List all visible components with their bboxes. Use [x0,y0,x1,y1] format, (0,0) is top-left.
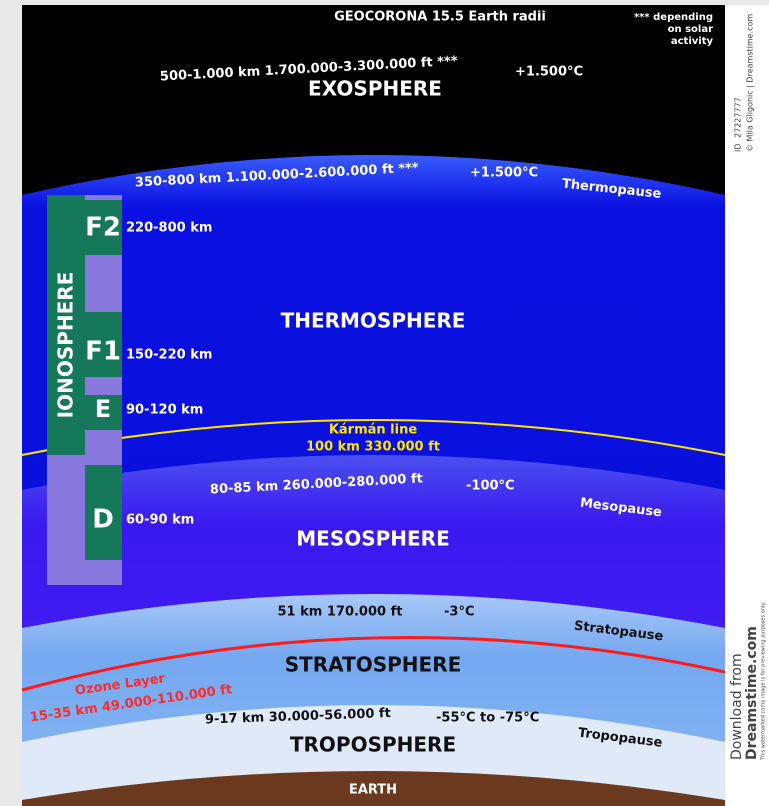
id: 27227777 [734,97,743,138]
earth-name: EARTH [349,783,397,798]
notice: This watermarked comp image is for previ… [761,601,767,761]
region-name: D [92,505,114,535]
thermopause-temp: +1.500°C [470,166,538,181]
credit: © Mila Gligonic | Dreamstime.com [746,14,755,152]
mesosphere-name: MESOSPHERE [296,527,450,551]
tropopause-temp: -55°C to -75°C [436,711,539,726]
region-range: 220-800 km [126,221,212,236]
title: GEOCORONA 15.5 Earth radii [334,10,546,25]
note: on solar [668,24,713,35]
thermosphere-name: THERMOSPHERE [281,309,466,333]
troposphere-name: TROPOSPHERE [290,733,456,757]
karman-name: Kármán line [329,423,418,438]
download: Download from [729,653,745,760]
ionosphere-label: IONOSPHERE [54,272,78,419]
exosphere-name: EXOSPHERE [308,77,442,101]
exosphere-temp: +1.500°C [515,65,583,80]
karman-range: 100 km 330.000 ft [306,440,440,455]
region-range: 150-220 km [126,348,212,363]
region-name: E [95,395,111,423]
note: *** depending [634,12,713,23]
brand: Dreamstime.com [744,626,760,760]
region-range: 90-120 km [126,403,203,418]
region-range: 60-90 km [126,513,194,528]
region-name: F2 [85,213,121,243]
stratopause-temp: -3°C [444,605,474,620]
region-name: F1 [85,337,121,367]
stratopause-range: 51 km 170.000 ft [278,605,403,620]
note: activity [671,36,714,47]
stratosphere-name: STRATOSPHERE [285,653,462,677]
mesopause-temp: -100°C [466,479,515,494]
infographic: IONOSPHERE F2 220-800 km F1 150-220 km E… [0,0,769,806]
id-label: ID [734,143,743,152]
